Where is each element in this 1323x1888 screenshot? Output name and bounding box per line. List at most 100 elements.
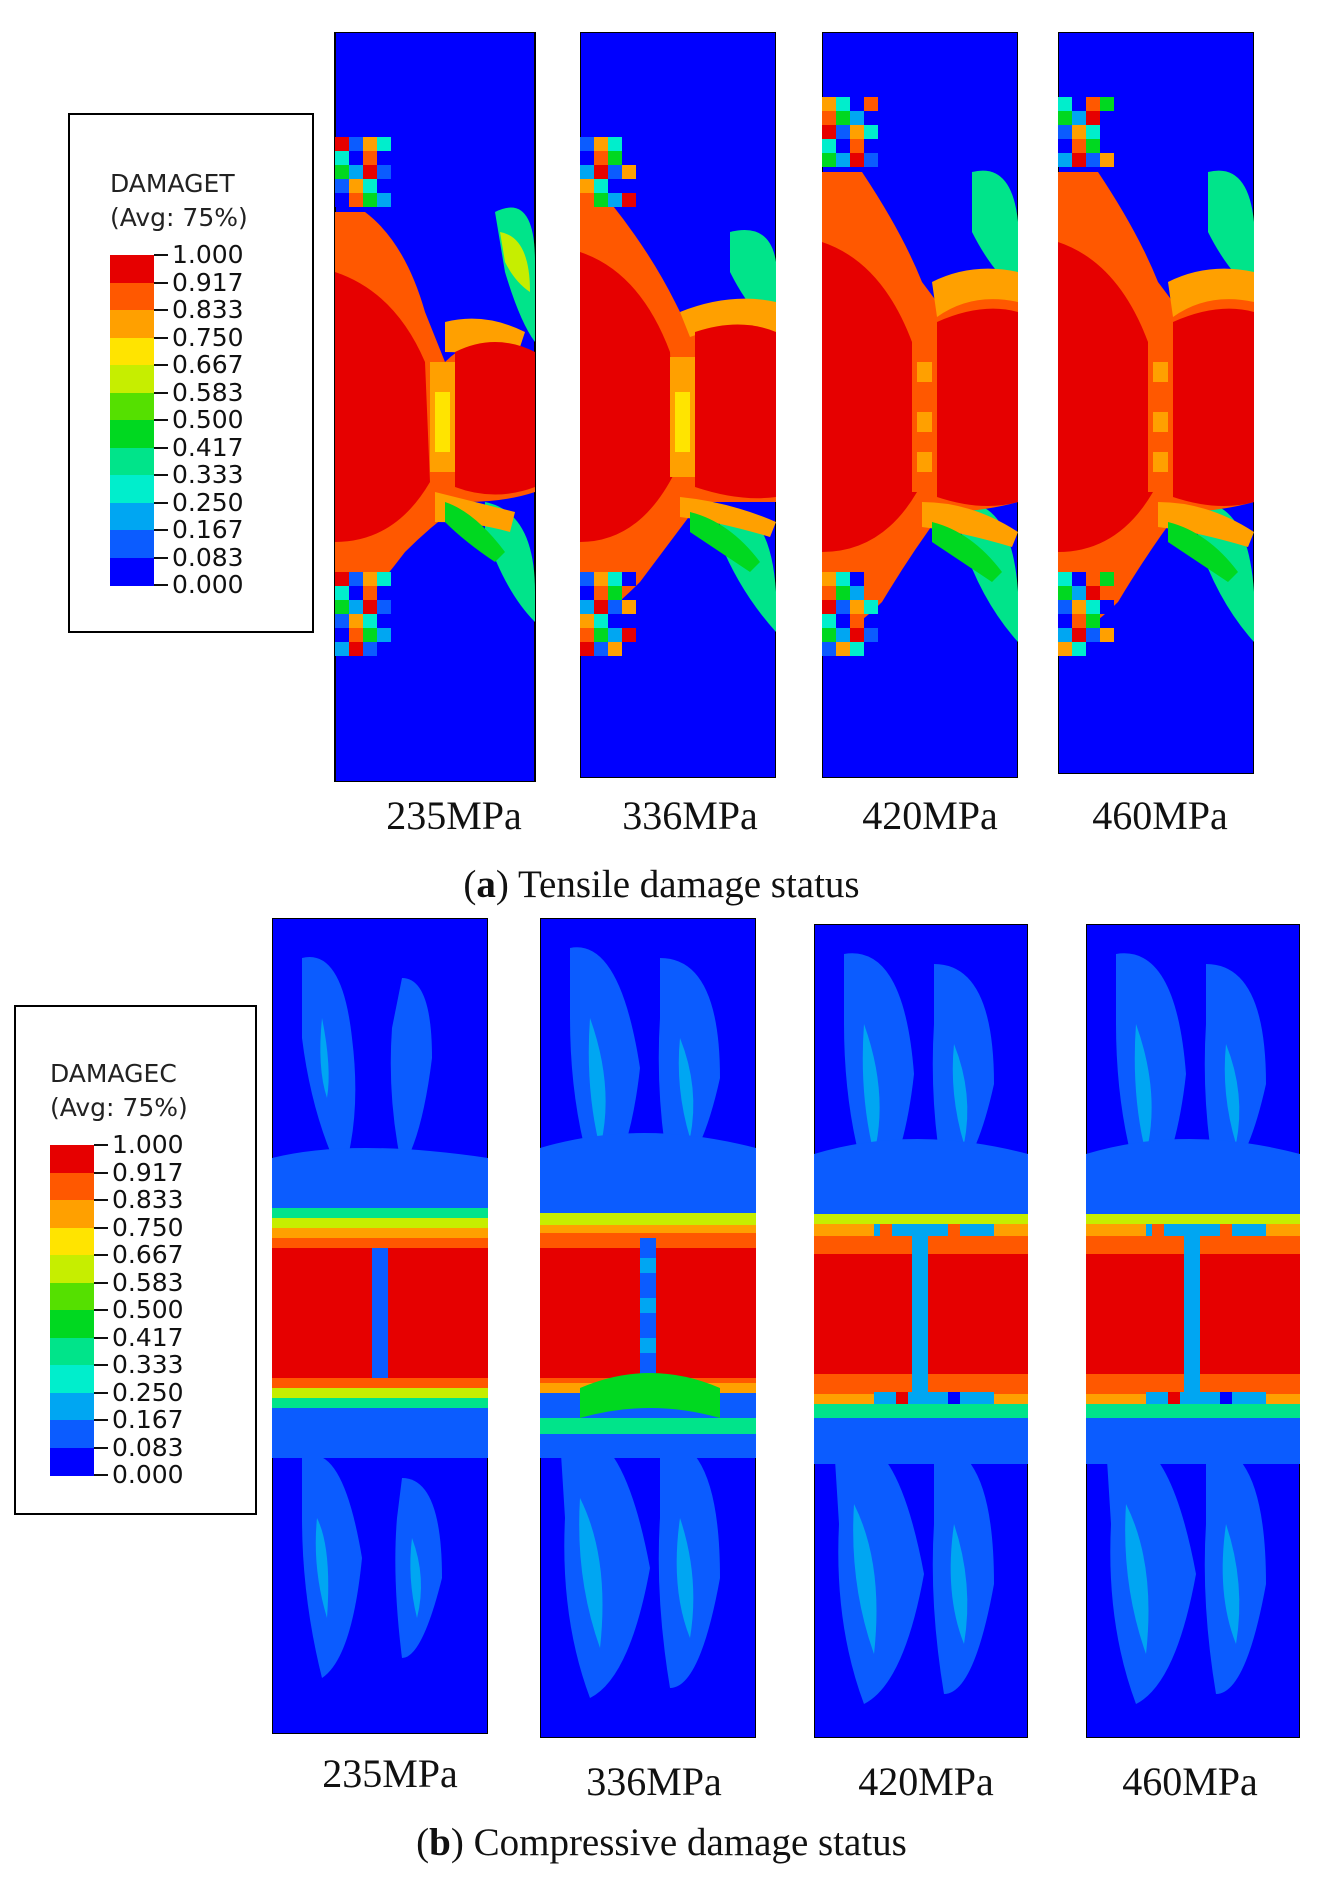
legend-tick [94, 1391, 108, 1394]
damage-cell [1058, 125, 1072, 139]
legend-tick-label: 0.917 [172, 267, 244, 297]
damage-cell [1072, 600, 1086, 614]
damage-cell [594, 642, 608, 656]
damage-cell [850, 111, 864, 125]
damage-cell [608, 628, 622, 642]
damage-cell [377, 572, 391, 586]
damage-cell [1058, 153, 1072, 167]
damage-cell [836, 642, 850, 656]
legend-tick [154, 281, 168, 284]
legend-swatch [110, 255, 154, 283]
damage-cell [1072, 139, 1086, 153]
damage-cell [1072, 97, 1086, 111]
damage-cell [850, 97, 864, 111]
damage-cell [864, 600, 878, 614]
damage-cell [1072, 614, 1086, 628]
damage-cell [1100, 572, 1114, 586]
legend-swatch [110, 365, 154, 393]
legend-tick [94, 1254, 108, 1256]
damage-cell [1058, 97, 1072, 111]
damage-cell [608, 193, 622, 207]
damage-cell [580, 193, 594, 207]
damage-cell [377, 628, 391, 642]
damage-cell [1086, 600, 1100, 614]
damage-cell [608, 614, 622, 628]
damage-cell [363, 179, 377, 193]
damage-cell [594, 572, 608, 586]
legend-swatch [110, 475, 154, 503]
legend-tick-label: 0.000 [112, 1460, 184, 1489]
damage-cell [580, 628, 594, 642]
legend-tick [154, 446, 168, 449]
legend-swatch [50, 1227, 94, 1256]
legend-tick-label: 0.250 [172, 487, 244, 517]
damage-cell [850, 614, 864, 628]
legend-tick-label: 0.167 [172, 515, 244, 544]
damage-cell [608, 151, 622, 165]
damage-cell [1058, 111, 1072, 125]
damage-cell [349, 614, 363, 628]
legend-tick [94, 1364, 108, 1366]
damage-cell [335, 600, 349, 614]
damage-cell [822, 111, 836, 125]
damage-cell [864, 572, 878, 586]
legend-tick-label: 0.083 [112, 1432, 184, 1462]
damage-cell [335, 193, 349, 207]
legend-swatch [110, 282, 154, 311]
legend-swatch [110, 557, 154, 586]
tensile-label-420: 420MPa [862, 793, 998, 838]
legend-tick-label: 1.000 [172, 240, 244, 269]
tensile-legend: DAMAGET (Avg: 75%) 1.000 0.917 0.833 0.750 0… [68, 113, 314, 633]
damage-cell [1086, 628, 1100, 642]
legend-swatch [50, 1282, 94, 1311]
damage-cell [580, 614, 594, 628]
legend-tick [94, 1446, 108, 1449]
damage-cell [1086, 125, 1100, 139]
legend-tick-label: 1.000 [112, 1130, 184, 1159]
damage-cell [349, 572, 363, 586]
caption-a-letter: a [476, 863, 496, 906]
damage-cell [622, 628, 636, 642]
damage-cell [594, 600, 608, 614]
damage-cell [1058, 642, 1072, 656]
compressive-legend-colorbar: 1.000 0.917 0.833 0.750 0.667 0.583 0.500 0.417… [50, 1132, 184, 1488]
damage-cell [363, 614, 377, 628]
damage-cell [836, 600, 850, 614]
compressive-panel-460 [1086, 924, 1300, 1738]
damage-cell [335, 614, 349, 628]
legend-tick-label: 0.083 [172, 542, 244, 572]
damage-cell [349, 642, 363, 656]
damage-cell [1058, 614, 1072, 628]
damage-cell [1072, 111, 1086, 125]
tensile-legend-title: DAMAGET [110, 169, 235, 198]
legend-swatch [50, 1255, 94, 1283]
legend-swatch [50, 1337, 94, 1366]
damage-cell [1072, 572, 1086, 586]
tensile-label-336: 336MPa [622, 793, 758, 838]
legend-tick [94, 1336, 108, 1339]
damage-cell [580, 179, 594, 193]
damage-cell [850, 125, 864, 139]
damage-cell [1100, 125, 1114, 139]
damage-cell [608, 137, 622, 151]
damage-cell [349, 586, 363, 600]
damage-cell [822, 572, 836, 586]
legend-tick [154, 474, 168, 476]
damage-cell [622, 165, 636, 179]
compressive-label-336: 336MPa [586, 1759, 722, 1804]
damage-cell [864, 628, 878, 642]
legend-swatch [50, 1145, 94, 1173]
legend-tick [154, 309, 168, 311]
damage-cell [850, 600, 864, 614]
damage-cell [363, 642, 377, 656]
damage-cell [335, 642, 349, 656]
damage-cell [349, 137, 363, 151]
damage-cell [594, 586, 608, 600]
damage-cell [622, 137, 636, 151]
damage-cell [335, 572, 349, 586]
legend-tick [154, 529, 168, 531]
damage-cell [622, 572, 636, 586]
damage-cell [363, 586, 377, 600]
damage-cell [608, 586, 622, 600]
damage-cell [1058, 572, 1072, 586]
